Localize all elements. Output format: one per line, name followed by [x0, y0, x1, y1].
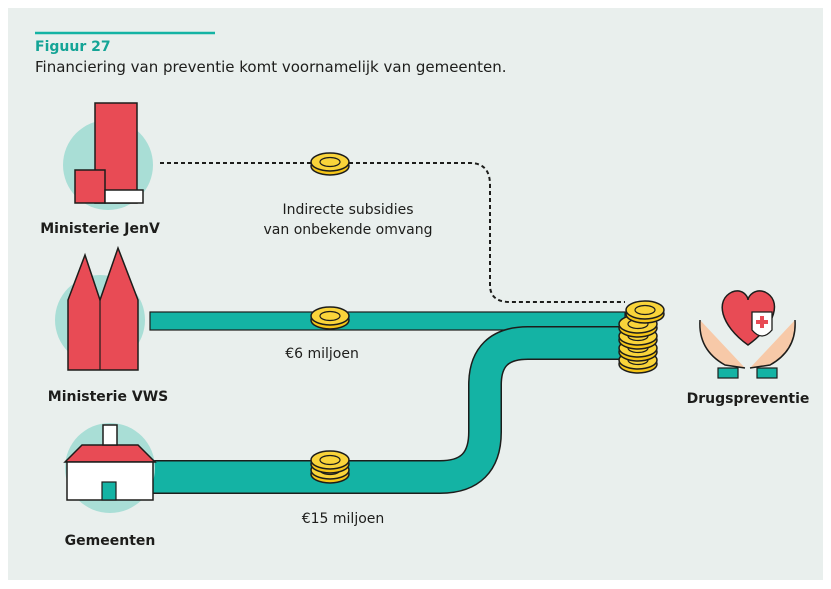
flow-gemeenten — [150, 327, 625, 493]
flow-label: €15 miljoen — [302, 511, 385, 527]
icon-gemeenten — [63, 423, 157, 513]
flow-label: €6 miljoen — [285, 346, 359, 362]
icon-vws — [55, 245, 145, 371]
coin — [310, 306, 350, 330]
node-label: Drugspreventie — [687, 391, 810, 407]
node-label: Ministerie VWS — [48, 389, 168, 405]
coin — [310, 450, 350, 474]
node-label: Gemeenten — [65, 533, 156, 549]
icon-drugspreventie — [699, 290, 796, 379]
icon-jenv — [63, 102, 153, 210]
flow-label: Indirecte subsidies — [282, 202, 413, 218]
figure-caption: Financiering van preventie komt voorname… — [35, 58, 507, 76]
coin — [310, 152, 350, 176]
flow-label: van onbekende omvang — [264, 222, 433, 238]
coin-stack — [618, 300, 665, 374]
node-label: Ministerie JenV — [40, 221, 160, 237]
flow-dashed — [160, 162, 625, 303]
figure-label: Figuur 27 — [35, 39, 111, 55]
